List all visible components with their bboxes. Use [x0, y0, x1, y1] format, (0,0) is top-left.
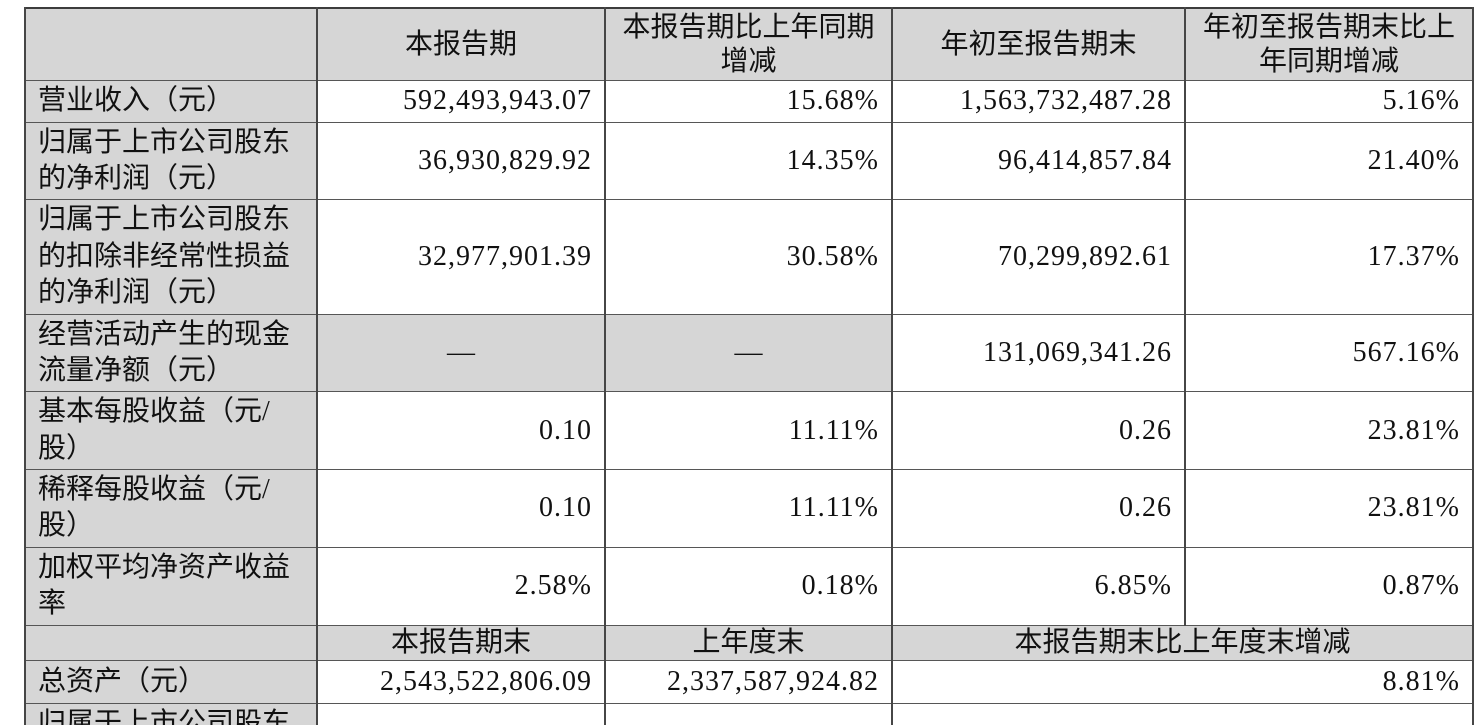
metric-value: 5.16%: [1184, 80, 1474, 123]
metric-value: 2,543,522,806.09: [316, 660, 606, 705]
header-cell-ytd-yoy: 年初至报告期末比上年同期增减: [1184, 7, 1474, 82]
metric-value: 0.10: [316, 469, 606, 548]
table-header-row: 本报告期 本报告期比上年同期增减 年初至报告期末 年初至报告期末比上年同期增减: [24, 7, 1474, 82]
metric-label: 加权平均净资产收益率: [24, 546, 318, 626]
metric-value: 17.37%: [1184, 199, 1474, 315]
table-row-basic-eps: 基本每股收益（元/股） 0.10 11.11% 0.26 23.81%: [24, 391, 1474, 471]
metric-value: 0.87%: [1184, 546, 1474, 626]
metric-value: 1,452,373,928.74: [316, 703, 606, 725]
metric-label: 总资产（元）: [24, 660, 318, 705]
metric-value: 96,414,857.84: [891, 121, 1186, 201]
metric-value: 1,367,217,590.90: [604, 703, 893, 725]
metric-value: 592,493,943.07: [316, 80, 606, 123]
metric-value: 11.11%: [604, 469, 893, 548]
header-cell-blank: [24, 624, 318, 662]
table-row-weighted-avg-roe: 加权平均净资产收益率 2.58% 0.18% 6.85% 0.87%: [24, 546, 1474, 626]
metric-value: 1,563,732,487.28: [891, 80, 1186, 123]
metric-value: 0.18%: [604, 546, 893, 626]
metric-label: 归属于上市公司股东的扣除非经常性损益的净利润（元）: [24, 199, 318, 315]
metric-value: 23.81%: [1184, 391, 1474, 471]
metric-label: 归属于上市公司股东的所有者权益（元）: [24, 703, 318, 725]
table-row-net-profit-excl-nonrecurring: 归属于上市公司股东的扣除非经常性损益的净利润（元） 32,977,901.39 …: [24, 199, 1474, 315]
metric-label: 稀释每股收益（元/股）: [24, 469, 318, 548]
period-end-header-row: 本报告期末 上年度末 本报告期末比上年度末增减: [24, 624, 1474, 662]
metric-value: 32,977,901.39: [316, 199, 606, 315]
metric-value: 36,930,829.92: [316, 121, 606, 201]
header-cell-current-period: 本报告期: [316, 7, 606, 82]
metric-value: 21.40%: [1184, 121, 1474, 201]
metric-value: 6.85%: [891, 546, 1186, 626]
metric-value: 70,299,892.61: [891, 199, 1186, 315]
header-cell-ytd: 年初至报告期末: [891, 7, 1186, 82]
metric-label: 归属于上市公司股东的净利润（元）: [24, 121, 318, 201]
metric-value: 30.58%: [604, 199, 893, 315]
metric-value-dash: —: [604, 313, 893, 393]
header-cell-current-period-yoy: 本报告期比上年同期增减: [604, 7, 893, 82]
metric-value: 0.26: [891, 469, 1186, 548]
metric-value: 2,337,587,924.82: [604, 660, 893, 705]
metric-value: 2.58%: [316, 546, 606, 626]
table-row-net-profit: 归属于上市公司股东的净利润（元） 36,930,829.92 14.35% 96…: [24, 121, 1474, 201]
table-row-revenue: 营业收入（元） 592,493,943.07 15.68% 1,563,732,…: [24, 80, 1474, 123]
metric-label: 经营活动产生的现金流量净额（元）: [24, 313, 318, 393]
table-row-diluted-eps: 稀释每股收益（元/股） 0.10 11.11% 0.26 23.81%: [24, 469, 1474, 548]
metric-value: 131,069,341.26: [891, 313, 1186, 393]
metric-label: 基本每股收益（元/股）: [24, 391, 318, 471]
header-cell-report-end: 本报告期末: [316, 624, 606, 662]
metric-label: 营业收入（元）: [24, 80, 318, 123]
metric-value-dash: —: [316, 313, 606, 393]
header-cell-blank: [24, 7, 318, 82]
metric-value: 6.23%: [891, 703, 1474, 725]
table-row-total-assets: 总资产（元） 2,543,522,806.09 2,337,587,924.82…: [24, 660, 1474, 705]
metric-value: 15.68%: [604, 80, 893, 123]
metric-value: 567.16%: [1184, 313, 1474, 393]
header-cell-prev-year-end: 上年度末: [604, 624, 893, 662]
financial-summary-table: 本报告期 本报告期比上年同期增减 年初至报告期末 年初至报告期末比上年同期增减 …: [24, 7, 1474, 725]
metric-value: 0.10: [316, 391, 606, 471]
metric-value: 11.11%: [604, 391, 893, 471]
metric-value: 23.81%: [1184, 469, 1474, 548]
header-cell-change-vs-prev-year-end: 本报告期末比上年度末增减: [891, 624, 1474, 662]
metric-value: 0.26: [891, 391, 1186, 471]
metric-value: 8.81%: [891, 660, 1474, 705]
table-row-operating-cash-flow: 经营活动产生的现金流量净额（元） — — 131,069,341.26 567.…: [24, 313, 1474, 393]
table-row-equity: 归属于上市公司股东的所有者权益（元） 1,452,373,928.74 1,36…: [24, 703, 1474, 725]
metric-value: 14.35%: [604, 121, 893, 201]
